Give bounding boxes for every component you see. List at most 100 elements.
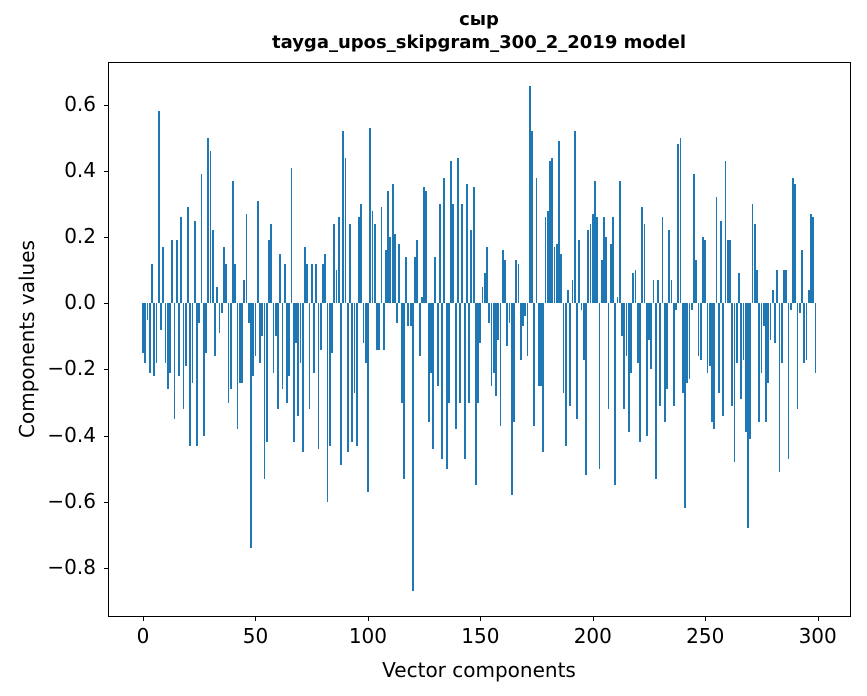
bar <box>508 303 511 324</box>
y-tick-label: −0.2 <box>47 356 96 381</box>
bar <box>657 280 659 304</box>
bar <box>173 303 176 420</box>
bar <box>461 203 464 304</box>
bar <box>279 253 282 304</box>
bar <box>670 280 673 304</box>
bar <box>486 247 488 304</box>
bar <box>445 303 448 469</box>
bar <box>470 230 473 304</box>
bar <box>720 220 722 304</box>
bar <box>319 303 322 350</box>
bar <box>292 303 295 443</box>
bar <box>169 303 171 373</box>
bar <box>463 303 466 459</box>
bar <box>245 213 248 304</box>
bar <box>623 303 626 410</box>
bar <box>585 303 587 476</box>
bar <box>335 270 338 304</box>
bar <box>198 303 201 324</box>
bar <box>767 303 770 383</box>
bar <box>286 303 288 403</box>
bar <box>380 207 383 304</box>
bar <box>229 303 232 390</box>
bar <box>288 303 291 377</box>
bar <box>778 303 781 473</box>
bar <box>582 303 585 360</box>
bar <box>418 303 421 357</box>
bar <box>218 303 221 334</box>
bar <box>630 303 632 373</box>
bar <box>429 303 432 373</box>
x-tick-mark <box>480 617 482 621</box>
bar <box>591 213 594 304</box>
bar <box>157 111 160 304</box>
x-tick-label: 150 <box>461 624 500 648</box>
bar <box>407 303 410 327</box>
bar <box>360 203 363 304</box>
bar <box>205 303 207 353</box>
bar <box>396 303 399 324</box>
bar <box>562 303 565 393</box>
bar <box>402 303 405 479</box>
bar <box>295 303 297 343</box>
bar <box>171 240 174 304</box>
bar <box>420 296 423 304</box>
bar <box>699 303 702 360</box>
bar <box>805 303 808 360</box>
bar <box>567 290 569 304</box>
bar <box>416 240 419 304</box>
bar <box>724 160 727 304</box>
bar <box>789 303 792 310</box>
bar <box>756 270 758 304</box>
bar <box>780 303 783 363</box>
bar <box>517 263 520 304</box>
bar <box>151 263 153 304</box>
bar <box>250 303 252 549</box>
bar <box>456 157 459 304</box>
bar <box>479 303 482 343</box>
bar <box>254 303 257 357</box>
bar <box>605 237 608 304</box>
bar <box>497 303 500 340</box>
y-tick-mark <box>103 303 108 305</box>
bar <box>625 303 628 357</box>
bar <box>438 203 441 304</box>
bar <box>220 303 223 314</box>
bar <box>247 303 250 324</box>
x-tick-mark <box>705 617 707 621</box>
bar <box>393 233 396 304</box>
bar <box>256 200 259 304</box>
bar <box>182 303 185 410</box>
bar <box>540 303 542 386</box>
bar <box>616 296 619 304</box>
bar <box>223 247 225 304</box>
bar <box>551 157 554 304</box>
x-tick-label: 250 <box>686 624 725 648</box>
bar <box>346 303 349 453</box>
bar <box>317 303 320 449</box>
bar <box>787 303 790 459</box>
bar <box>481 286 484 304</box>
bar <box>146 303 149 320</box>
bar <box>549 160 551 304</box>
bar <box>272 303 275 373</box>
bar <box>232 180 234 304</box>
bar <box>259 303 261 363</box>
bar <box>207 137 210 304</box>
bar <box>376 303 378 350</box>
bar <box>160 303 162 330</box>
bar <box>807 290 810 304</box>
bar <box>639 303 641 443</box>
bar <box>297 303 300 416</box>
bar <box>659 303 662 406</box>
bar <box>681 303 684 393</box>
bar <box>792 177 794 304</box>
bar <box>740 303 743 400</box>
bar <box>238 303 241 383</box>
bar <box>558 141 560 304</box>
bar <box>535 177 538 304</box>
bar <box>263 303 266 479</box>
bar <box>164 303 167 363</box>
bar <box>688 303 691 380</box>
